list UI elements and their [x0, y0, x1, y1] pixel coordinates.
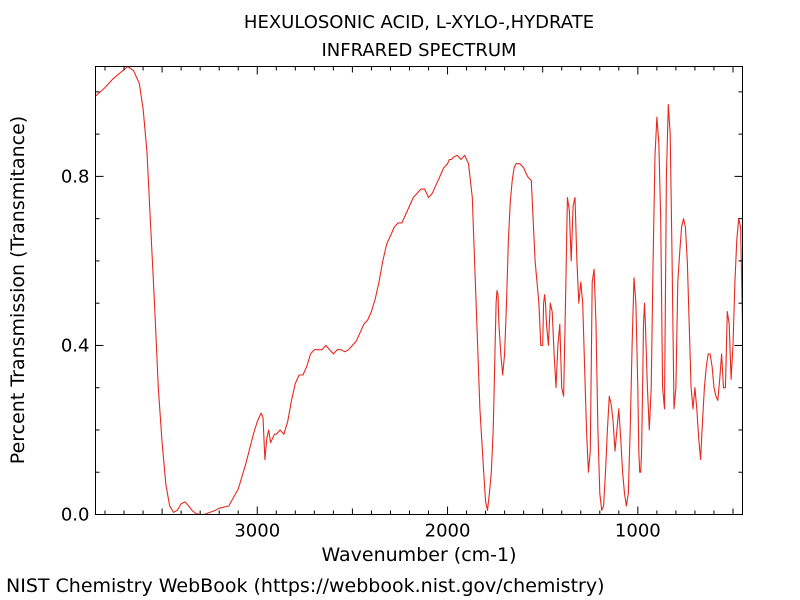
- chart-subtitle: INFRARED SPECTRUM: [321, 40, 516, 61]
- y-tick-label: 0.4: [61, 335, 90, 356]
- x-ticks: 3000 2000 1000: [104, 66, 734, 542]
- ir-spectrum-chart: HEXULOSONIC ACID, L-XYLO-,HYDRATE INFRAR…: [7, 12, 744, 566]
- y-axis-label: Percent Transmission (Transmitance): [7, 116, 29, 464]
- x-tick-label: 2000: [425, 521, 471, 542]
- y-ticks: 0.0 0.4 0.8: [61, 91, 743, 526]
- nist-credit: NIST Chemistry WebBook (https://webbook.…: [6, 575, 605, 597]
- y-tick-label: 0.0: [61, 505, 90, 526]
- spectrum-line-0: [95, 65, 744, 516]
- x-axis-label: Wavenumber (cm-1): [321, 544, 516, 566]
- chart-title: HEXULOSONIC ACID, L-XYLO-,HYDRATE: [244, 12, 594, 33]
- y-tick-label: 0.8: [61, 166, 90, 187]
- plot-frame: [95, 66, 743, 515]
- x-tick-label: 3000: [234, 521, 280, 542]
- plot-layer: [95, 65, 744, 516]
- x-tick-label: 1000: [615, 521, 661, 542]
